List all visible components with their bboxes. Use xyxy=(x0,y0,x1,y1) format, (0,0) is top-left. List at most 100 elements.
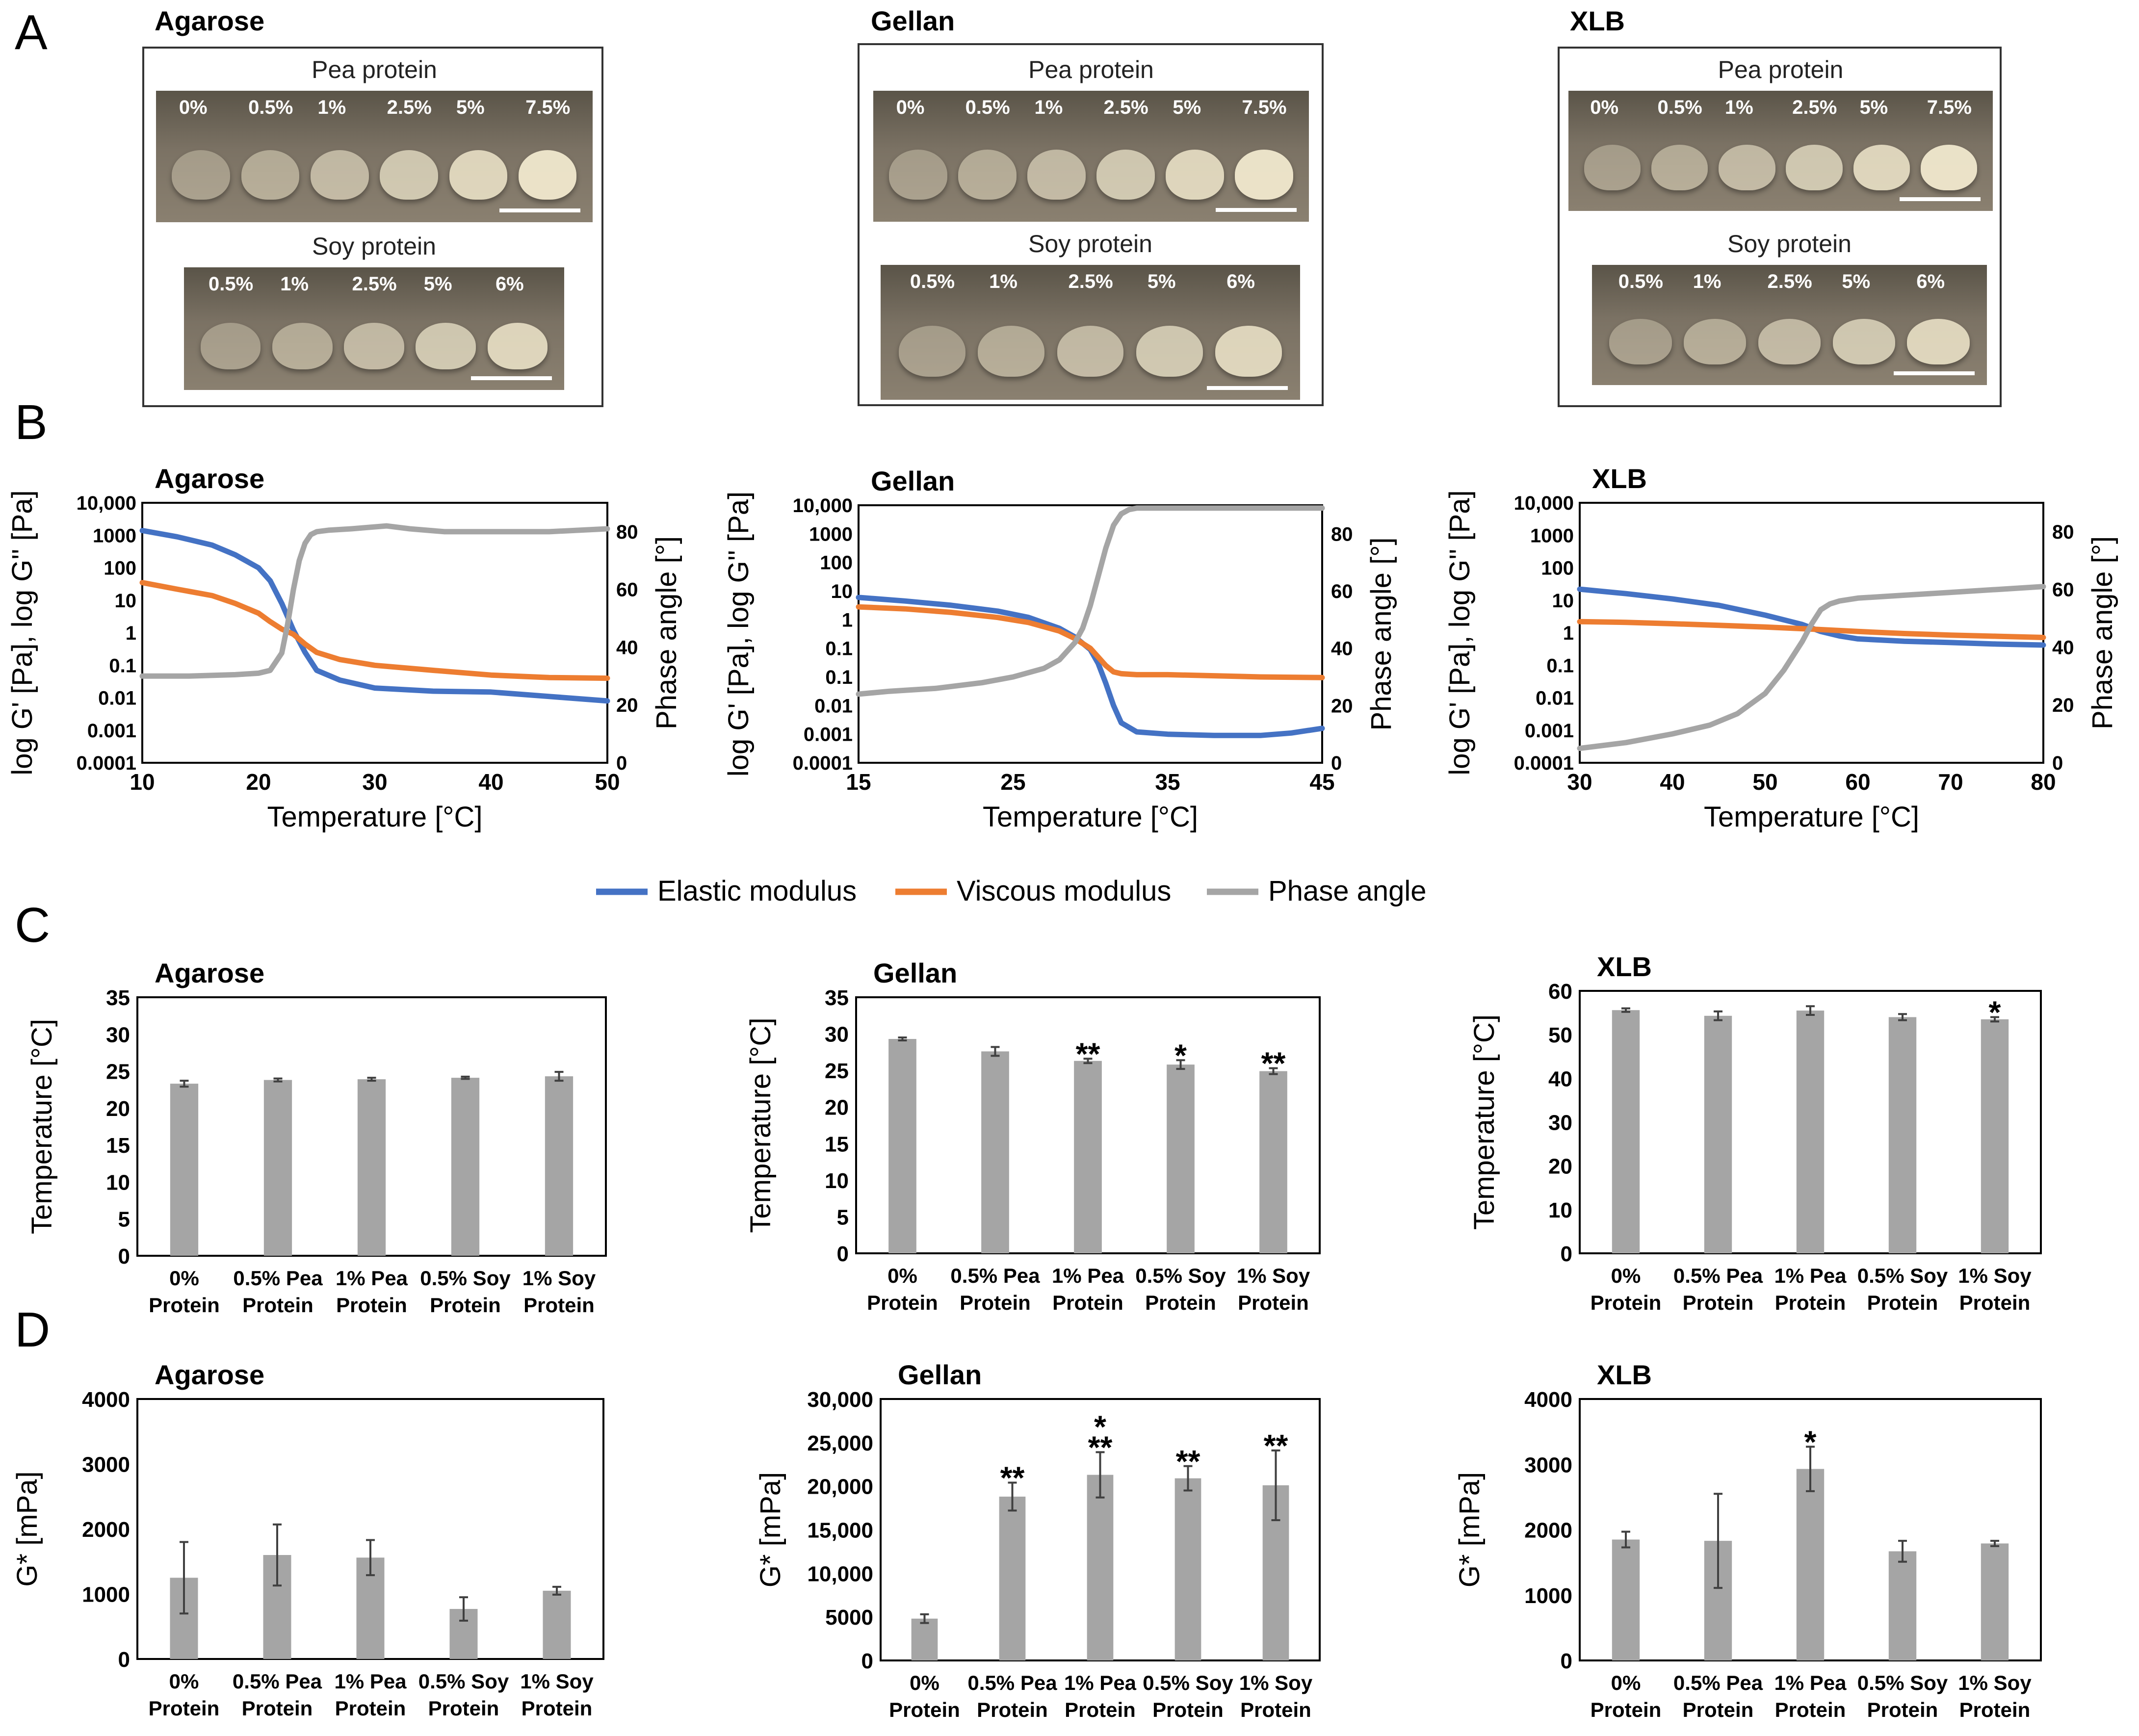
bar xyxy=(1981,1019,2009,1253)
panel-letter-c: C xyxy=(15,898,50,953)
y-tick-label: 10 xyxy=(831,581,853,602)
x-category-label: Protein xyxy=(428,1697,499,1720)
bar-chart-d-xlb: XLB 0 1000 2000 3000 4000 G* [mPa] 0% Protein 0.5… xyxy=(1454,1359,2042,1721)
y-tick-label: 30 xyxy=(825,1023,849,1047)
x-category-label: Protein xyxy=(335,1697,406,1720)
concentration-label: 2.5% xyxy=(352,273,397,295)
soy-photo-strip: 0.5% 1% 2.5% 5% 6% xyxy=(184,267,564,390)
rheology-chart-gellan: Gellan 0.0001 0.001 0.01 0.1 0.1 1 10 100 1000 10,… xyxy=(723,466,1397,833)
x-category-label: 0.5% Soy xyxy=(418,1670,509,1693)
x-category-label: Protein xyxy=(149,1294,220,1317)
panel-letter-d: D xyxy=(15,1302,50,1357)
y-tick-label: 35 xyxy=(106,986,130,1010)
y-axis-label: log G' [Pa], log G'' [Pa] xyxy=(723,492,755,777)
y2-tick-label: 60 xyxy=(1331,581,1353,602)
concentration-label: 2.5% xyxy=(387,97,432,118)
bar xyxy=(1612,1539,1640,1660)
hydrogel-sample xyxy=(1786,145,1843,191)
bar-chart-c-xlb: XLB 0 10 20 30 40 50 60 Temperature [°C] 0% Protei… xyxy=(1468,951,2042,1314)
y-tick-label: 60 xyxy=(1548,980,1572,1004)
hydrogel-sample xyxy=(1584,145,1641,191)
y-tick-label: 100 xyxy=(1541,558,1574,579)
y-tick-label: 2000 xyxy=(1524,1519,1572,1543)
y-tick-label: 10 xyxy=(825,1169,849,1193)
scale-bar xyxy=(499,208,580,212)
hydrogel-sample xyxy=(1166,150,1224,200)
x-category-label: 0.5% Pea xyxy=(950,1264,1040,1287)
x-category-label: 1% Soy xyxy=(1958,1264,2032,1287)
y2-tick-label: 40 xyxy=(616,637,638,658)
series-line-phase-angle xyxy=(1577,584,2046,751)
x-category-label: 0.5% Soy xyxy=(1857,1671,1948,1694)
y-tick-label: 10 xyxy=(106,1170,130,1194)
y-tick-label: 1 xyxy=(1563,622,1574,644)
y-tick-label: 0.0001 xyxy=(1514,752,1574,774)
y2-tick-label: 60 xyxy=(616,579,638,601)
chart-title: Agarose xyxy=(155,1359,264,1390)
y-tick-label: 15,000 xyxy=(807,1519,873,1543)
x-category-label: Protein xyxy=(1683,1698,1754,1721)
bar xyxy=(1074,1061,1102,1253)
bar xyxy=(1174,1478,1201,1660)
x-category-label: Protein xyxy=(977,1698,1048,1721)
hydrogel-sample xyxy=(978,325,1044,377)
bar xyxy=(1888,1017,1917,1253)
soy-protein-label: Soy protein xyxy=(1727,230,1852,258)
x-category-label: 1% Soy xyxy=(1239,1671,1313,1694)
x-category-label: Protein xyxy=(867,1291,938,1314)
y-tick-label: 50 xyxy=(1548,1023,1572,1047)
hydrogel-sample xyxy=(172,150,231,200)
x-category-label: Protein xyxy=(336,1294,407,1317)
y-tick-label: 30,000 xyxy=(807,1388,873,1412)
x-category-label: Protein xyxy=(1238,1291,1309,1314)
y-tick-label: 20 xyxy=(106,1097,130,1121)
chart-title: XLB xyxy=(1597,951,1652,982)
concentration-label: 1% xyxy=(1724,97,1753,118)
concentration-label: 7.5% xyxy=(1927,97,1972,118)
y-tick-label: 0.1 xyxy=(109,655,136,676)
photo-frame-agarose: Pea protein 0% 0.5% 1% 2.5% 5% 7.5% Soy protein… xyxy=(142,47,603,407)
hydrogel-sample xyxy=(518,150,577,200)
plot-frame xyxy=(858,504,1323,764)
hydrogel-sample xyxy=(311,150,369,200)
hydrogel-sample xyxy=(958,150,1017,200)
y2-tick-label: 80 xyxy=(1331,523,1353,545)
x-tick-label: 40 xyxy=(478,769,503,795)
x-category-label: Protein xyxy=(523,1294,595,1317)
y2-axis-label: Phase angle [°] xyxy=(651,536,682,729)
concentration-label: 1% xyxy=(1693,271,1722,292)
concentration-label: 2.5% xyxy=(1767,271,1812,292)
x-axis-label: Temperature [°C] xyxy=(267,801,482,833)
y-tick-label: 1000 xyxy=(1524,1584,1572,1608)
pea-photo-strip: 0% 0.5% 1% 2.5% 5% 7.5% xyxy=(873,91,1309,222)
x-tick-label: 25 xyxy=(1000,769,1025,795)
x-category-label: 1% Pea xyxy=(336,1267,408,1290)
x-category-label: Protein xyxy=(1775,1291,1846,1314)
y2-tick-label: 0 xyxy=(2052,752,2063,774)
y-tick-label: 10,000 xyxy=(77,492,136,514)
hydrogel-sample xyxy=(1853,145,1910,191)
series-line-viscous-modulus xyxy=(139,580,610,681)
y-tick-label: 30 xyxy=(1548,1111,1572,1135)
y-axis-label: log G' [Pa], log G'' [Pa] xyxy=(6,490,38,775)
y-tick-label: 0.01 xyxy=(814,695,853,717)
x-category-label: 0.5% Soy xyxy=(1135,1264,1226,1287)
scale-bar xyxy=(1894,371,1975,375)
y-tick-label: 0 xyxy=(1561,1242,1572,1266)
significance-marker: ** xyxy=(1088,1429,1113,1465)
y-tick-label: 10,000 xyxy=(807,1562,873,1586)
y-axis-label: Temperature [°C] xyxy=(26,1019,58,1234)
hydrogel-sample xyxy=(449,150,508,200)
bar-chart-d-gellan: Gellan 0 5000 10,000 15,000 20,000 25,000 30,00… xyxy=(755,1359,1321,1721)
y-tick-label: 4000 xyxy=(82,1388,130,1412)
concentration-label: 7.5% xyxy=(1242,97,1287,118)
y2-tick-label: 40 xyxy=(1331,638,1353,660)
bar xyxy=(1888,1551,1917,1660)
x-tick-label: 30 xyxy=(362,769,387,795)
y2-tick-label: 20 xyxy=(2052,695,2074,716)
scale-bar xyxy=(1207,386,1288,390)
x-category-label: Protein xyxy=(1775,1698,1846,1721)
bar xyxy=(1167,1064,1195,1253)
y2-tick-label: 20 xyxy=(1331,695,1353,717)
significance-marker: ** xyxy=(1261,1046,1286,1081)
